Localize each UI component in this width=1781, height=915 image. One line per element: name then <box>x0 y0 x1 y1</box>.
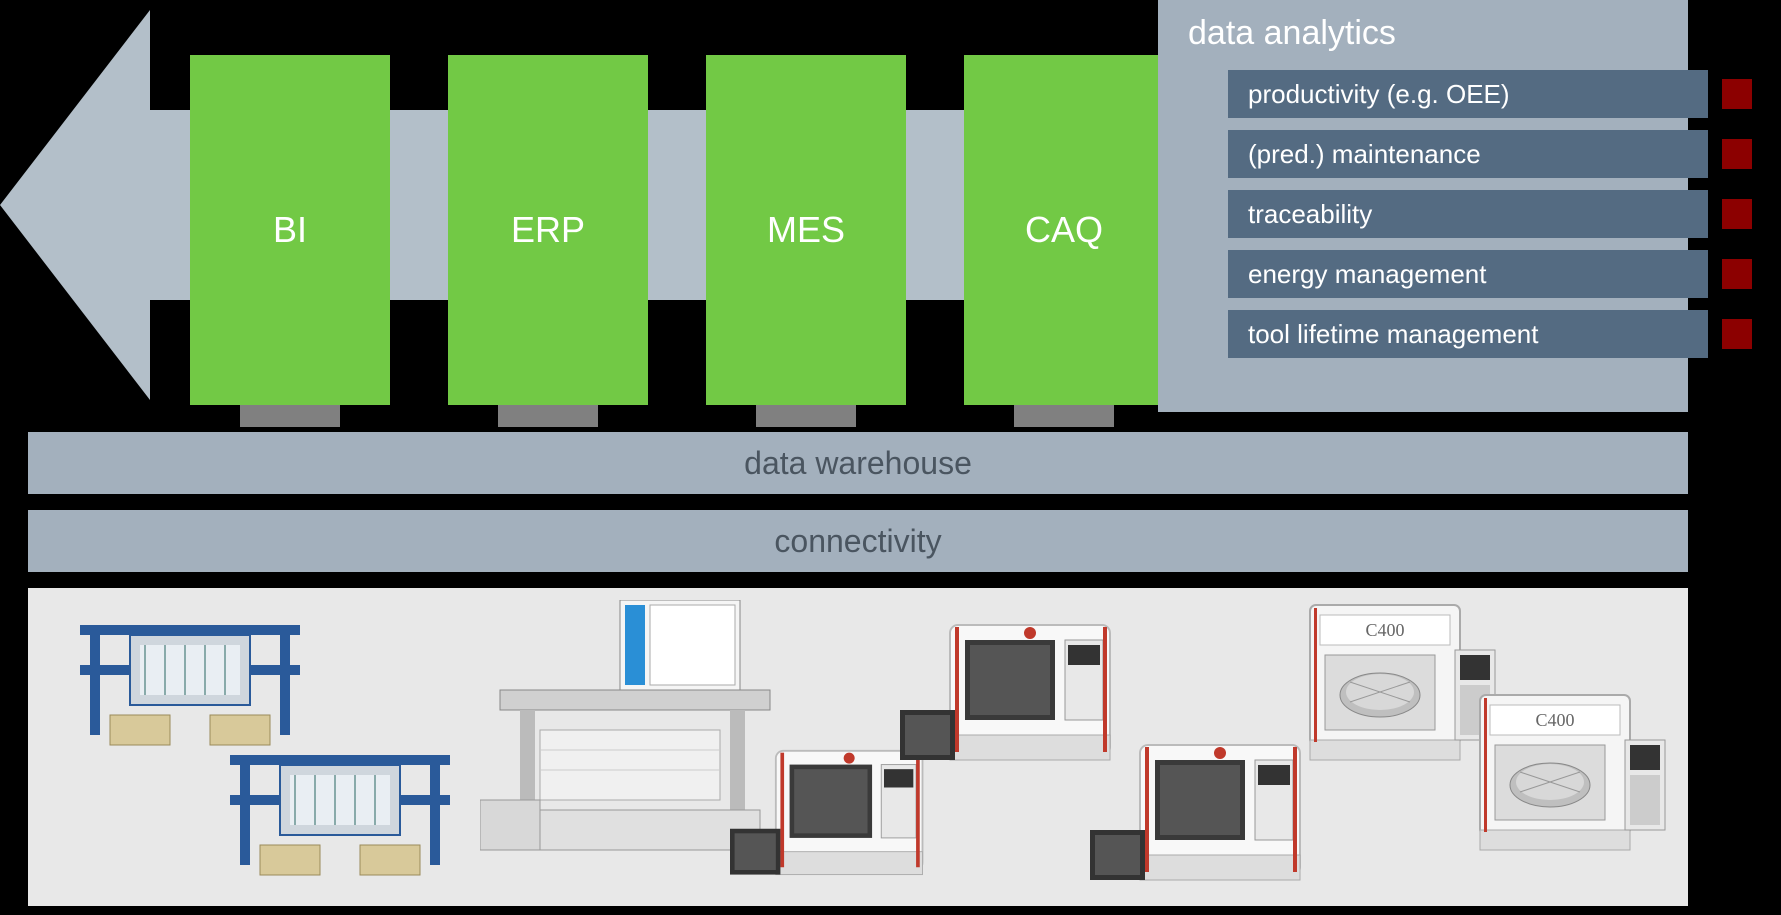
data-warehouse-label: data warehouse <box>744 445 972 482</box>
mill-machine-icon <box>1090 735 1330 895</box>
system-connector <box>1014 405 1114 427</box>
diagram-canvas: BI ERP MES CAQ data analytics productivity … <box>0 0 1781 915</box>
analytics-item-label: (pred.) maintenance <box>1248 139 1481 170</box>
system-box-label: MES <box>767 209 845 251</box>
gantry-machine-icon <box>70 605 310 755</box>
system-box-label: CAQ <box>1025 209 1103 251</box>
system-connector <box>240 405 340 427</box>
connectivity-bar: connectivity <box>28 510 1688 572</box>
analytics-item: traceability <box>1228 190 1708 238</box>
machine-mill <box>1090 735 1330 895</box>
svg-text:C400: C400 <box>1365 620 1404 640</box>
analytics-item-label: productivity (e.g. OEE) <box>1248 79 1510 110</box>
gantry-machine-icon <box>220 735 460 885</box>
cnc-machine-icon: C400 <box>1470 690 1670 860</box>
machine-gantry <box>70 605 310 755</box>
analytics-marker <box>1722 199 1752 229</box>
system-connector <box>756 405 856 427</box>
system-box-bi: BI <box>190 55 390 405</box>
system-box-label: BI <box>273 209 307 251</box>
system-box-erp: ERP <box>448 55 648 405</box>
analytics-item: (pred.) maintenance <box>1228 130 1708 178</box>
analytics-item: productivity (e.g. OEE) <box>1228 70 1708 118</box>
analytics-marker <box>1722 259 1752 289</box>
system-box-mes: MES <box>706 55 906 405</box>
connectivity-label: connectivity <box>774 523 941 560</box>
analytics-marker <box>1722 139 1752 169</box>
data-warehouse-bar: data warehouse <box>28 432 1688 494</box>
analytics-item: energy management <box>1228 250 1708 298</box>
machine-cnc: C400 <box>1470 690 1670 860</box>
analytics-item-label: traceability <box>1248 199 1372 230</box>
system-connector <box>498 405 598 427</box>
machine-gantry <box>220 735 460 885</box>
system-box-label: ERP <box>511 209 585 251</box>
analytics-marker <box>1722 79 1752 109</box>
arrow-head <box>0 10 150 400</box>
svg-text:C400: C400 <box>1535 710 1574 730</box>
analytics-item-label: energy management <box>1248 259 1486 290</box>
analytics-marker <box>1722 319 1752 349</box>
system-box-caq: CAQ <box>964 55 1164 405</box>
analytics-item: tool lifetime management <box>1228 310 1708 358</box>
analytics-item-label: tool lifetime management <box>1248 319 1538 350</box>
analytics-title: data analytics <box>1188 14 1396 53</box>
